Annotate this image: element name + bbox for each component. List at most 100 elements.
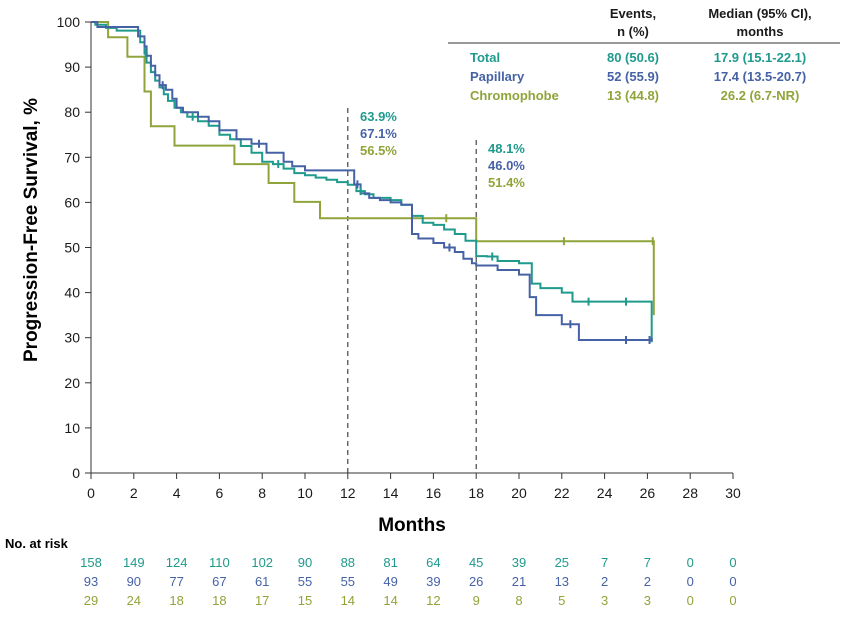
at-risk-chromophobe-value: 14 xyxy=(341,593,355,608)
curve-chromophobe xyxy=(91,21,655,316)
legend-name-papillary: Papillary xyxy=(470,69,525,84)
at-risk-papillary-value: 21 xyxy=(512,574,526,589)
y-tick-label: 100 xyxy=(57,14,81,30)
legend-header-events: Events, xyxy=(610,6,656,21)
at-risk-chromophobe-value: 15 xyxy=(298,593,312,608)
landmark-18-label-chromophobe: 51.4% xyxy=(488,175,525,190)
x-tick-label: 12 xyxy=(340,485,356,501)
at-risk-total-value: 39 xyxy=(512,555,526,570)
y-tick-label: 60 xyxy=(64,194,80,210)
at-risk-chromophobe-value: 18 xyxy=(169,593,183,608)
x-tick-label: 28 xyxy=(682,485,698,501)
legend-name-chromophobe: Chromophobe xyxy=(470,88,559,103)
at-risk-total-value: 7 xyxy=(601,555,608,570)
y-tick-label: 40 xyxy=(64,285,80,301)
at-risk-papillary-value: 77 xyxy=(169,574,183,589)
landmark-annotations: 63.9% 67.1% 56.5% 48.1% 46.0% 51.4% xyxy=(360,109,525,190)
at-risk-total-value: 7 xyxy=(644,555,651,570)
landmark-lines xyxy=(347,108,477,473)
x-axis-title: Months xyxy=(378,515,446,536)
at-risk-chromophobe-value: 9 xyxy=(473,593,480,608)
at-risk-total-value: 110 xyxy=(209,555,230,570)
at-risk-papillary-value: 2 xyxy=(644,574,651,589)
x-tick-label: 4 xyxy=(173,485,181,501)
x-tick-label: 16 xyxy=(426,485,442,501)
legend-median-total: 17.9 (15.1-22.1) xyxy=(714,50,807,65)
at-risk-total-value: 102 xyxy=(251,555,273,570)
curve-total xyxy=(91,21,653,343)
at-risk-papillary-value: 67 xyxy=(212,574,226,589)
censor-marks xyxy=(144,49,654,344)
at-risk-total-value: 64 xyxy=(426,555,440,570)
x-tick-label: 8 xyxy=(258,485,266,501)
legend-name-total: Total xyxy=(470,50,500,65)
x-tick-label: 14 xyxy=(383,485,399,501)
at-risk-chromophobe-value: 0 xyxy=(729,593,736,608)
y-tick-label: 90 xyxy=(64,59,80,75)
at-risk-papillary-value: 55 xyxy=(341,574,355,589)
at-risk-papillary-value: 90 xyxy=(127,574,141,589)
at-risk-papillary-value: 26 xyxy=(469,574,483,589)
at-risk-papillary-value: 0 xyxy=(729,574,736,589)
y-tick-label: 80 xyxy=(64,104,80,120)
at-risk-total-value: 158 xyxy=(80,555,102,570)
at-risk-chromophobe-value: 18 xyxy=(212,593,226,608)
y-axis-title: Progression-Free Survival, % xyxy=(21,98,42,362)
y-tick-label: 0 xyxy=(72,465,80,481)
at-risk-papillary-value: 93 xyxy=(84,574,98,589)
at-risk-papillary-value: 39 xyxy=(426,574,440,589)
at-risk-title: No. at risk xyxy=(5,536,69,551)
at-risk-papillary-value: 2 xyxy=(601,574,608,589)
x-tick-label: 30 xyxy=(725,485,741,501)
at-risk-total-value: 0 xyxy=(687,555,694,570)
at-risk-chromophobe-value: 24 xyxy=(127,593,141,608)
x-tick-label: 6 xyxy=(216,485,224,501)
y-tick-label: 20 xyxy=(64,375,80,391)
x-tick-label: 10 xyxy=(297,485,313,501)
legend-events-papillary: 52 (55.9) xyxy=(607,69,659,84)
x-tick-label: 2 xyxy=(130,485,138,501)
at-risk-total-value: 45 xyxy=(469,555,483,570)
at-risk-chromophobe-value: 17 xyxy=(255,593,269,608)
legend-header-median: Median (95% CI), xyxy=(708,6,811,21)
at-risk-papillary-value: 0 xyxy=(687,574,694,589)
x-tick-label: 26 xyxy=(640,485,656,501)
survival-curves xyxy=(91,21,655,343)
at-risk-total-value: 90 xyxy=(298,555,312,570)
at-risk-chromophobe-value: 14 xyxy=(383,593,397,608)
legend-header-median-unit: months xyxy=(737,24,784,39)
curve-papillary xyxy=(91,21,653,341)
legend-median-chromophobe: 26.2 (6.7-NR) xyxy=(721,88,800,103)
landmark-12-label-papillary: 67.1% xyxy=(360,126,397,141)
y-tick-label: 10 xyxy=(64,420,80,436)
x-tick-label: 20 xyxy=(511,485,527,501)
y-tick-label: 30 xyxy=(64,330,80,346)
at-risk-chromophobe-value: 3 xyxy=(644,593,651,608)
at-risk-total-value: 149 xyxy=(123,555,145,570)
legend-table: Events, n (%) Median (95% CI), months Total 8… xyxy=(448,6,840,103)
legend-median-papillary: 17.4 (13.5-20.7) xyxy=(714,69,807,84)
landmark-18-label-papillary: 46.0% xyxy=(488,158,525,173)
x-tick-label: 22 xyxy=(554,485,570,501)
landmark-12-label-chromophobe: 56.5% xyxy=(360,143,397,158)
at-risk-total-value: 25 xyxy=(555,555,569,570)
at-risk-papillary-value: 13 xyxy=(555,574,569,589)
at-risk-chromophobe-value: 12 xyxy=(426,593,440,608)
x-tick-label: 24 xyxy=(597,485,613,501)
landmark-12-label-total: 63.9% xyxy=(360,109,397,124)
at-risk-total-value: 88 xyxy=(341,555,355,570)
at-risk-papillary-value: 61 xyxy=(255,574,269,589)
legend-header-events-unit: n (%) xyxy=(617,24,649,39)
legend-events-total: 80 (50.6) xyxy=(607,50,659,65)
at-risk-chromophobe-value: 0 xyxy=(687,593,694,608)
landmark-18-label-total: 48.1% xyxy=(488,141,525,156)
at-risk-total-value: 0 xyxy=(729,555,736,570)
at-risk-total-value: 124 xyxy=(166,555,188,570)
x-tick-label: 18 xyxy=(468,485,484,501)
at-risk-chromophobe-value: 29 xyxy=(84,593,98,608)
legend-events-chromophobe: 13 (44.8) xyxy=(607,88,659,103)
at-risk-chromophobe-value: 8 xyxy=(515,593,522,608)
